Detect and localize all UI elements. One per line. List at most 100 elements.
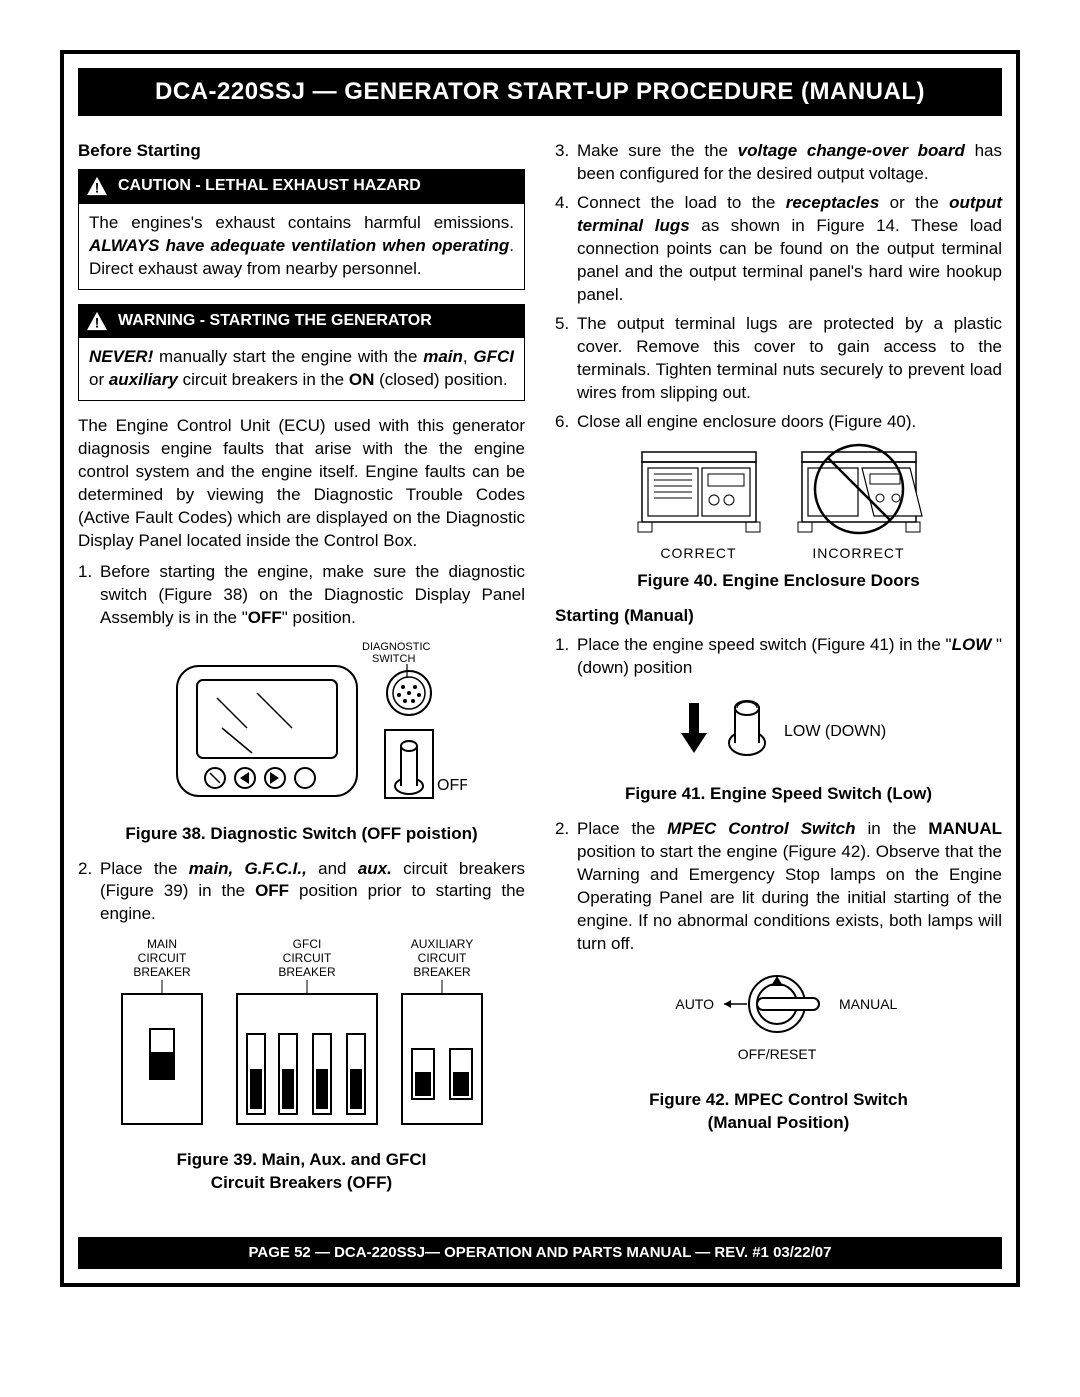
step-number: 2. (78, 858, 100, 927)
step-number: 4. (555, 192, 577, 307)
step-text: " position. (282, 608, 356, 627)
right-column: 3. Make sure the the voltage change-over… (555, 134, 1002, 1207)
warning-label: WARNING - STARTING THE GENERATOR (118, 310, 432, 332)
step-text: Place the engine speed switch (Figure 41… (577, 635, 952, 654)
warning-text: manually start the engine with the (153, 347, 423, 366)
step-manual: MANUAL (928, 819, 1002, 838)
step-off: OFF (248, 608, 282, 627)
right-steps: 3. Make sure the the voltage change-over… (555, 140, 1002, 433)
svg-text:BREAKER: BREAKER (413, 965, 471, 979)
caution-box: The engines's exhaust contains harmful e… (78, 203, 525, 290)
warning-never: NEVER! (89, 347, 153, 366)
step-4: 4. Connect the load to the receptacles o… (555, 192, 1002, 307)
step-text: Place the (100, 859, 189, 878)
step-text: or the (879, 193, 949, 212)
ecu-paragraph: The Engine Control Unit (ECU) used with … (78, 415, 525, 553)
svg-text:CIRCUIT: CIRCUIT (137, 951, 186, 965)
step-em: LOW (952, 635, 992, 654)
before-starting-heading: Before Starting (78, 140, 525, 163)
step-em: aux. (358, 859, 392, 878)
fig41-low-label: LOW (DOWN) (784, 723, 886, 740)
step-text: and (307, 859, 358, 878)
fig42-caption-line2: (Manual Position) (555, 1112, 1002, 1135)
warning-text: or (89, 370, 109, 389)
step-em: MPEC Control Switch (667, 819, 855, 838)
svg-text:CIRCUIT: CIRCUIT (282, 951, 331, 965)
step-text: in the (855, 819, 928, 838)
start-step-1: 1. Place the engine speed switch (Figure… (555, 634, 1002, 680)
step-text: Connect the load to the (577, 193, 786, 212)
fig42-off: OFF/RESET (737, 1046, 816, 1062)
step-number: 1. (555, 634, 577, 680)
svg-text:AUXILIARY: AUXILIARY (410, 937, 472, 951)
fig38-switch-label-2: SWITCH (372, 653, 415, 665)
svg-text:BREAKER: BREAKER (278, 965, 336, 979)
fig40-incorrect: INCORRECT (794, 544, 924, 563)
starting-steps: 1. Place the engine speed switch (Figure… (555, 634, 1002, 680)
step-text: Place the (577, 819, 667, 838)
svg-text:!: ! (95, 315, 100, 330)
before-start-steps-2: 2. Place the main, G.F.C.I., and aux. ci… (78, 858, 525, 927)
fig39-caption-line2: Circuit Breakers (OFF) (78, 1172, 525, 1195)
page-title: DCA-220SSJ — GENERATOR START-UP PROCEDUR… (78, 68, 1002, 116)
step-em: main, G.F.C.I., (189, 859, 307, 878)
figure-41-caption: Figure 41. Engine Speed Switch (Low) (555, 783, 1002, 806)
fig40-correct: CORRECT (634, 544, 764, 563)
step-text: position to start the engine (Figure 42)… (577, 842, 1002, 953)
svg-text:BREAKER: BREAKER (133, 965, 191, 979)
step-3: 3. Make sure the the voltage change-over… (555, 140, 1002, 186)
fig42-manual: MANUAL (839, 996, 898, 1012)
step-text: The output terminal lugs are protected b… (577, 313, 1002, 405)
step-5: 5. The output terminal lugs are protecte… (555, 313, 1002, 405)
warning-text: , (463, 347, 474, 366)
svg-text:MAIN: MAIN (147, 937, 177, 951)
caution-label: CAUTION - LETHAL EXHAUST HAZARD (118, 175, 421, 197)
step-number: 5. (555, 313, 577, 405)
step-number: 3. (555, 140, 577, 186)
caution-bar: ! CAUTION - LETHAL EXHAUST HAZARD (78, 169, 525, 203)
warning-triangle-icon: ! (86, 176, 108, 196)
step-1: 1. Before starting the engine, make sure… (78, 561, 525, 630)
warning-triangle-icon: ! (86, 311, 108, 331)
warning-text: circuit breakers in the (178, 370, 349, 389)
figure-39-caption: Figure 39. Main, Aux. and GFCI Circuit B… (78, 1149, 525, 1195)
figure-38: DIAGNOSTIC SWITCH (78, 638, 525, 815)
warning-text: (closed) position. (374, 370, 507, 389)
fig42-caption-line1: Figure 42. MPEC Control Switch (555, 1089, 1002, 1112)
warning-main: main (423, 347, 463, 366)
fig38-switch-label-1: DIAGNOSTIC (362, 641, 431, 653)
figure-41: LOW (DOWN) (555, 688, 1002, 775)
figure-40-caption: Figure 40. Engine Enclosure Doors (555, 570, 1002, 593)
figure-39: MAIN CIRCUIT BREAKER GFCI CIRCUIT BREAKE… (78, 934, 525, 1141)
warning-box: NEVER! manually start the engine with th… (78, 337, 525, 401)
step-text: Make sure the the (577, 141, 738, 160)
start-step-2: 2. Place the MPEC Control Switch in the … (555, 818, 1002, 956)
step-em: receptacles (786, 193, 880, 212)
step-6: 6. Close all engine enclosure doors (Fig… (555, 411, 1002, 434)
step-off: OFF (255, 881, 289, 900)
two-column-layout: Before Starting ! CAUTION - LETHAL EXHAU… (78, 134, 1002, 1207)
page-border: DCA-220SSJ — GENERATOR START-UP PROCEDUR… (60, 50, 1020, 1287)
fig39-caption-line1: Figure 39. Main, Aux. and GFCI (78, 1149, 525, 1172)
warning-gfci: GFCI (473, 347, 514, 366)
before-start-steps: 1. Before starting the engine, make sure… (78, 561, 525, 630)
caution-text-pre: The engines's exhaust contains harmful e… (89, 213, 514, 232)
step-number: 2. (555, 818, 577, 956)
warning-bar: ! WARNING - STARTING THE GENERATOR (78, 304, 525, 338)
step-2: 2. Place the main, G.F.C.I., and aux. ci… (78, 858, 525, 927)
figure-42: AUTO MANUAL OFF/RESET (555, 964, 1002, 1081)
footer-bar: PAGE 52 — DCA-220SSJ— OPERATION AND PART… (78, 1237, 1002, 1269)
figure-38-caption: Figure 38. Diagnostic Switch (OFF poisti… (78, 823, 525, 846)
caution-text-em: ALWAYS have adequate ventilation when op… (89, 236, 509, 255)
warning-aux: auxiliary (109, 370, 178, 389)
step-em: voltage change-over board (738, 141, 965, 160)
warning-on: ON (349, 370, 375, 389)
starting-manual-heading: Starting (Manual) (555, 605, 1002, 628)
left-column: Before Starting ! CAUTION - LETHAL EXHAU… (78, 134, 525, 1207)
figure-40: CORRECT (555, 442, 1002, 563)
fig42-auto: AUTO (675, 996, 714, 1012)
starting-steps-2: 2. Place the MPEC Control Switch in the … (555, 818, 1002, 956)
svg-text:!: ! (95, 180, 100, 195)
svg-text:GFCI: GFCI (292, 937, 321, 951)
step-number: 1. (78, 561, 100, 630)
